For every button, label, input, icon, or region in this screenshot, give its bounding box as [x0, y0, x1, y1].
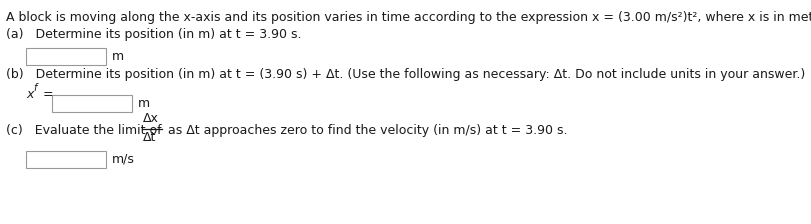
Text: Δt: Δt	[143, 131, 157, 144]
Text: A block is moving along the x-axis and its position varies in time according to : A block is moving along the x-axis and i…	[6, 11, 811, 24]
Text: (c)   Evaluate the limit of: (c) Evaluate the limit of	[6, 124, 161, 137]
Text: m: m	[112, 50, 124, 62]
Text: =: =	[39, 88, 54, 101]
Text: (b)   Determine its position (in m) at t = (3.90 s) + Δt. (Use the following as : (b) Determine its position (in m) at t =…	[6, 68, 805, 81]
Text: m/s: m/s	[112, 153, 135, 166]
FancyBboxPatch shape	[52, 95, 132, 112]
Text: as Δt approaches zero to find the velocity (in m/s) at t = 3.90 s.: as Δt approaches zero to find the veloci…	[168, 124, 567, 137]
Text: m: m	[138, 97, 150, 110]
Text: Δx: Δx	[143, 112, 159, 125]
Text: (a)   Determine its position (in m) at t = 3.90 s.: (a) Determine its position (in m) at t =…	[6, 28, 301, 41]
FancyBboxPatch shape	[26, 151, 106, 168]
Text: x: x	[26, 88, 33, 101]
FancyBboxPatch shape	[26, 48, 106, 65]
Text: f: f	[33, 83, 36, 93]
